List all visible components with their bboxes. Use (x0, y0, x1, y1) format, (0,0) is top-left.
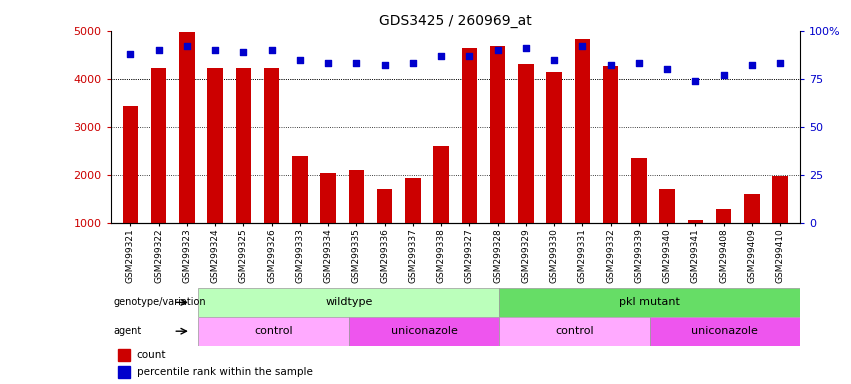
Point (265, 47, 278, 53)
Bar (490, 46, 505, 223)
Point (660, 66, 674, 72)
Bar (236, 68, 251, 223)
Point (717, 72, 730, 78)
Bar (320, 173, 336, 223)
Bar (117, 366, 130, 379)
Point (208, 47, 222, 53)
Point (434, 53, 448, 59)
Text: pkl mutant: pkl mutant (620, 297, 680, 308)
Bar (180, 31, 195, 223)
Point (519, 45, 533, 51)
Text: agent: agent (113, 326, 141, 336)
Point (463, 53, 477, 59)
Point (491, 47, 505, 53)
Text: uniconazole: uniconazole (691, 326, 758, 336)
Bar (198, 288, 500, 317)
Bar (208, 68, 223, 223)
Bar (773, 176, 788, 223)
Bar (117, 349, 130, 361)
Text: percentile rank within the sample: percentile rank within the sample (137, 367, 312, 377)
Bar (500, 317, 649, 346)
Bar (518, 64, 534, 223)
Point (378, 62, 391, 68)
Text: uniconazole: uniconazole (391, 326, 457, 336)
Bar (198, 317, 349, 346)
Bar (603, 66, 619, 223)
Bar (405, 178, 420, 223)
Point (180, 43, 194, 49)
Point (237, 49, 250, 55)
Bar (574, 39, 591, 223)
Point (151, 47, 165, 53)
Bar (433, 146, 449, 223)
Text: control: control (254, 326, 293, 336)
Point (293, 56, 306, 63)
Bar (461, 48, 477, 223)
Bar (500, 288, 800, 317)
Bar (377, 189, 392, 223)
Point (322, 60, 335, 66)
Point (406, 60, 420, 66)
Bar (716, 209, 731, 223)
Bar (349, 170, 364, 223)
Point (547, 56, 561, 63)
Point (688, 78, 702, 84)
Title: GDS3425 / 260969_at: GDS3425 / 260969_at (379, 14, 532, 28)
Bar (349, 317, 500, 346)
Point (632, 60, 646, 66)
Point (774, 60, 787, 66)
Text: wildtype: wildtype (325, 297, 373, 308)
Bar (151, 68, 167, 223)
Point (123, 51, 137, 57)
Text: genotype/variation: genotype/variation (113, 297, 206, 308)
Point (604, 62, 618, 68)
Point (745, 62, 759, 68)
Bar (660, 189, 675, 223)
Point (575, 43, 589, 49)
Point (350, 60, 363, 66)
Text: control: control (555, 326, 594, 336)
Bar (688, 220, 703, 223)
Bar (631, 158, 647, 223)
Bar (264, 68, 279, 223)
Bar (292, 156, 308, 223)
Bar (649, 317, 800, 346)
Bar (546, 71, 562, 223)
Bar (123, 106, 138, 223)
Text: count: count (137, 350, 166, 360)
Bar (744, 194, 760, 223)
